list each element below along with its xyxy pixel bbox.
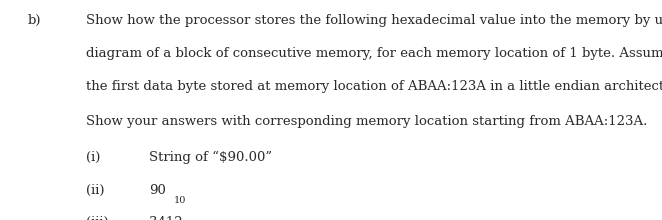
Text: 10: 10	[174, 196, 187, 205]
Text: diagram of a block of consecutive memory, for each memory location of 1 byte. As: diagram of a block of consecutive memory…	[86, 47, 662, 60]
Text: (i): (i)	[86, 151, 101, 164]
Text: 90: 90	[149, 184, 166, 197]
Text: String of “$90.00”: String of “$90.00”	[149, 151, 272, 164]
Text: Show how the processor stores the following hexadecimal value into the memory by: Show how the processor stores the follow…	[86, 14, 662, 27]
Text: (iii): (iii)	[86, 216, 109, 220]
Text: the first data byte stored at memory location of ABAA:123A in a little endian ar: the first data byte stored at memory loc…	[86, 80, 662, 93]
Text: 3412: 3412	[149, 216, 183, 220]
Text: (ii): (ii)	[86, 184, 105, 197]
Text: Show your answers with corresponding memory location starting from ABAA:123A.: Show your answers with corresponding mem…	[86, 116, 647, 128]
Text: b): b)	[28, 14, 41, 27]
